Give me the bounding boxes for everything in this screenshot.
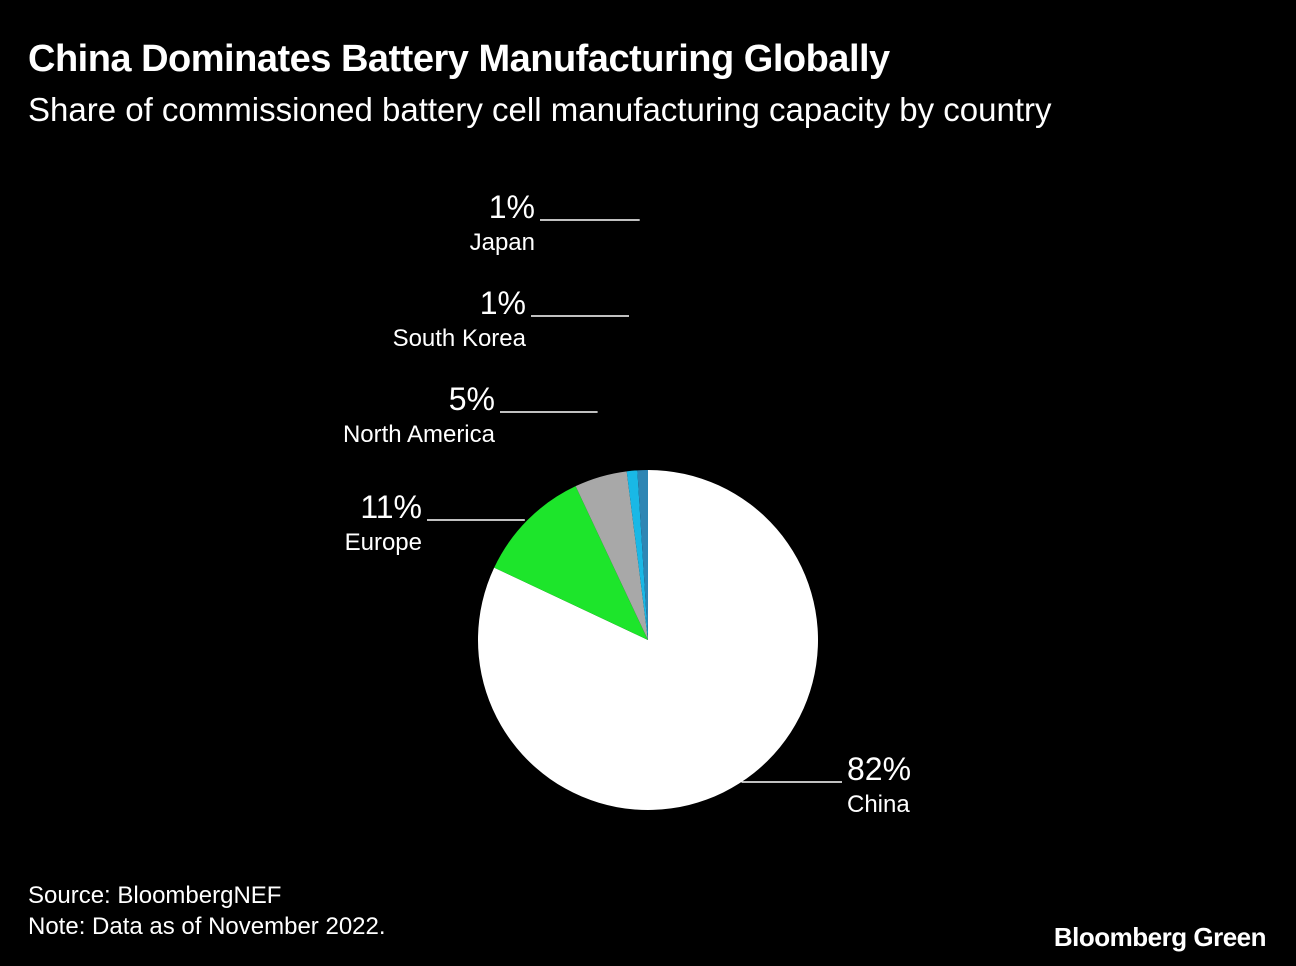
slice-value-japan: 1% (489, 189, 535, 225)
slice-value-china: 82% (847, 751, 911, 787)
slice-label-north-america: North America (343, 421, 496, 448)
pie-slice-south-korea (626, 470, 648, 640)
data-note: Note: Data as of November 2022. (28, 913, 386, 940)
pie-slice-china (478, 470, 819, 810)
slice-label-europe: Europe (345, 529, 422, 556)
slice-label-china: China (847, 791, 910, 818)
chart-footer: Source: BloombergNEF Note: Data as of No… (28, 880, 386, 942)
slice-value-north-america: 5% (449, 381, 495, 417)
chart-title: China Dominates Battery Manufacturing Gl… (28, 38, 890, 80)
slice-label-south-korea: South Korea (393, 325, 527, 352)
chart-subtitle: Share of commissioned battery cell manuf… (28, 91, 1052, 128)
pie-slice-north-america (575, 471, 648, 640)
pie-slice-japan (637, 470, 648, 640)
slice-label-japan: Japan (470, 229, 535, 256)
slice-value-europe: 11% (360, 489, 422, 525)
source-note: Source: BloombergNEF (28, 882, 282, 909)
brand-logo: Bloomberg Green (1053, 922, 1267, 952)
pie-slice-europe (494, 486, 648, 640)
slice-value-south-korea: 1% (480, 285, 526, 321)
pie-chart: 82% China 11% Europe 5% North America 1% South … (343, 189, 911, 818)
